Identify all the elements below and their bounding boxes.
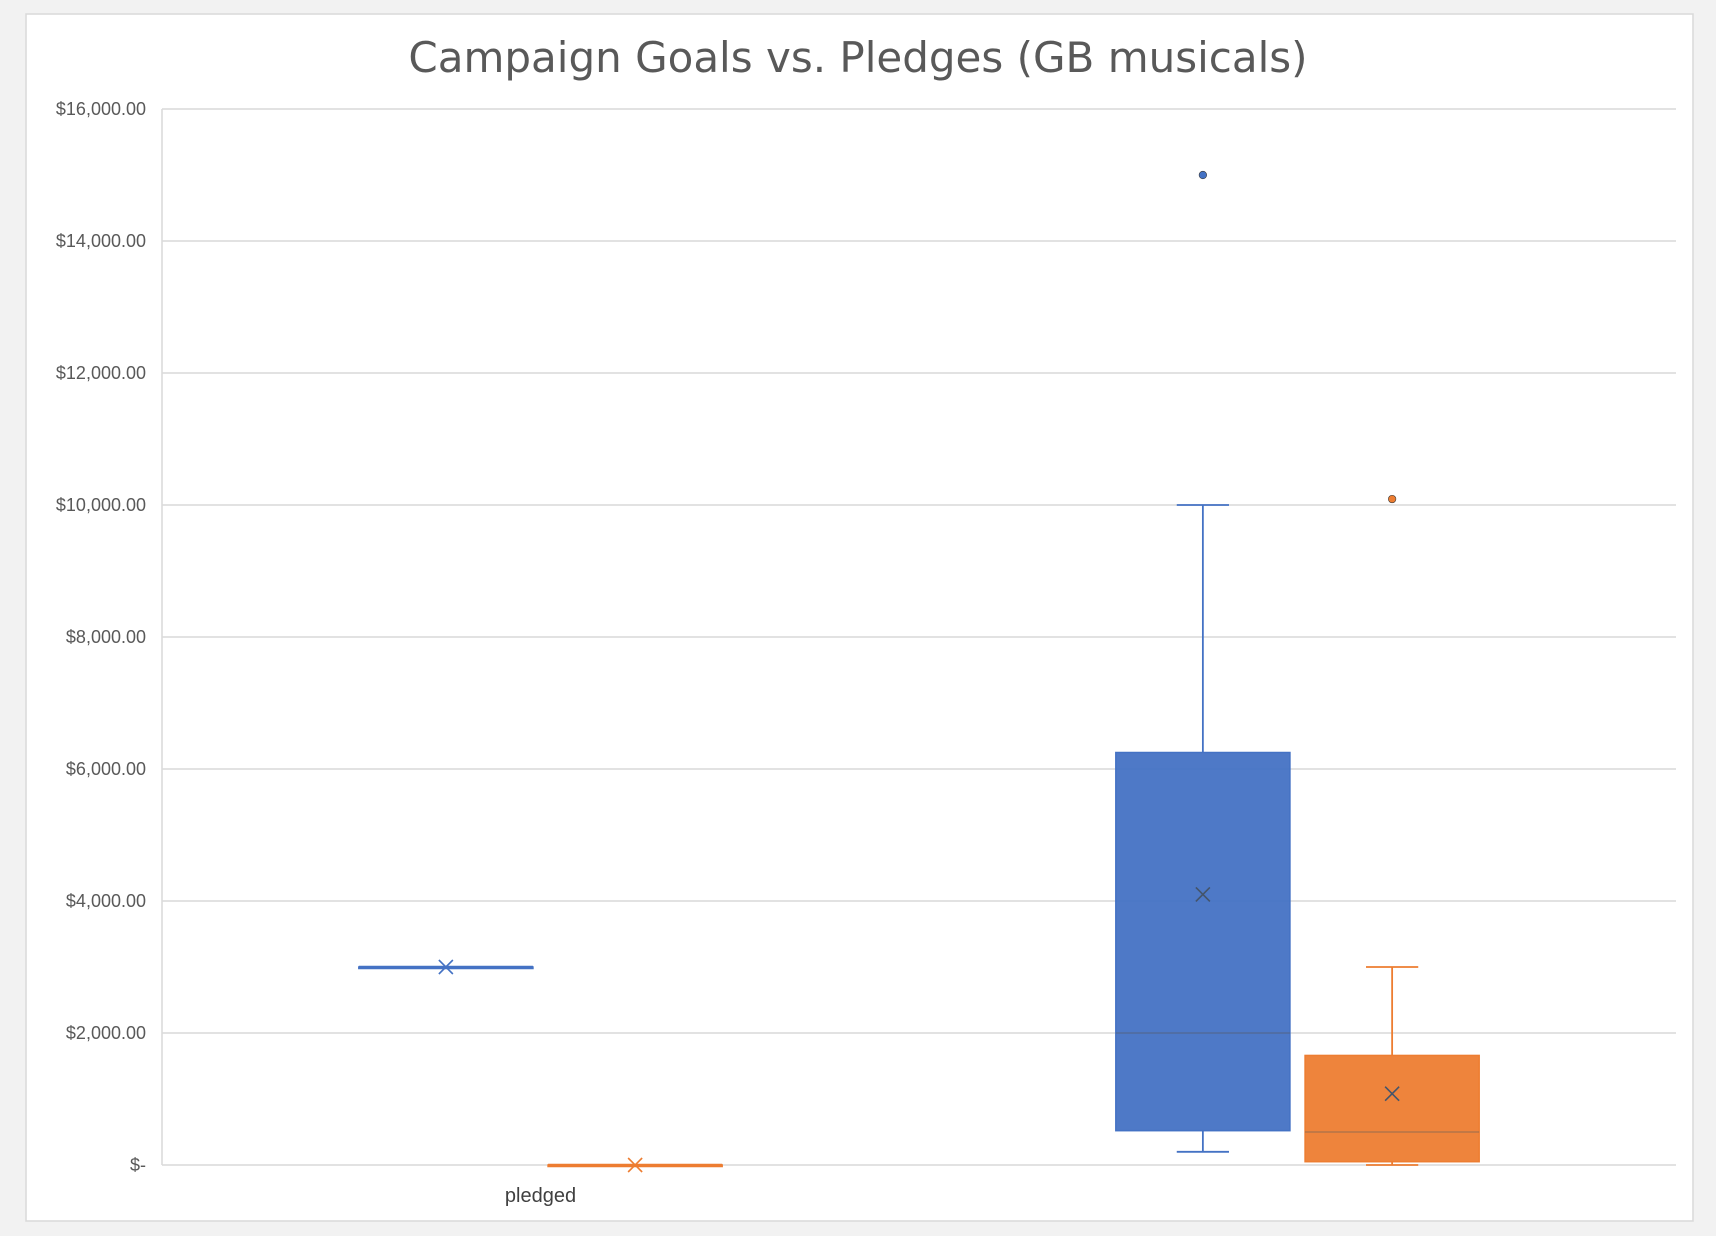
- y-tick-label: $8,000.00: [66, 627, 146, 647]
- x-category-label: pledged: [505, 1185, 576, 1207]
- box-plot: [547, 1157, 723, 1173]
- x-axis-category-labels: pledged: [505, 1185, 576, 1207]
- mean-marker: [438, 959, 454, 975]
- box-plot: [358, 959, 534, 975]
- mean-marker: [1195, 886, 1211, 902]
- chart-title: Campaign Goals vs. Pledges (GB musicals): [408, 33, 1307, 82]
- outlier-point: [1388, 494, 1397, 504]
- y-tick-label: $6,000.00: [66, 759, 146, 779]
- y-tick-label: $4,000.00: [66, 891, 146, 911]
- y-tick-label: $-: [130, 1155, 146, 1175]
- chart-area: [25, 13, 1694, 1222]
- outlier-point: [1198, 170, 1207, 180]
- box-iqr: [1115, 751, 1291, 1132]
- y-axis-tick-labels: $- $2,000.00 $4,000.00 $6,000.00 $8,000.00 $1…: [56, 99, 146, 1175]
- mean-marker: [627, 1157, 643, 1173]
- y-tick-label: $14,000.00: [56, 231, 146, 251]
- gridlines: [161, 108, 1676, 1166]
- y-tick-label: $16,000.00: [56, 99, 146, 119]
- mean-marker: [1384, 1086, 1400, 1102]
- y-tick-label: $2,000.00: [66, 1023, 146, 1043]
- y-tick-label: $10,000.00: [56, 495, 146, 515]
- box-plot-series: [358, 170, 1480, 1173]
- y-tick-label: $12,000.00: [56, 363, 146, 383]
- box-iqr: [1304, 1054, 1480, 1163]
- box-plot: [1304, 494, 1480, 1166]
- box-plot: [1115, 170, 1291, 1153]
